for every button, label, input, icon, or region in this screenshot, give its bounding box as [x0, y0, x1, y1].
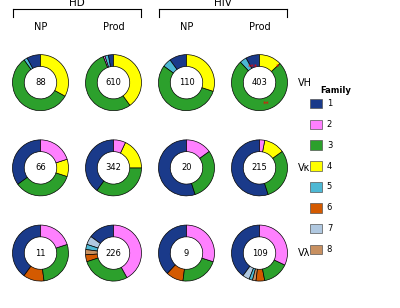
Text: 7: 7 [327, 224, 332, 233]
Wedge shape [114, 140, 126, 153]
Wedge shape [246, 55, 260, 68]
Wedge shape [12, 60, 65, 111]
Wedge shape [97, 168, 142, 196]
Text: 88: 88 [35, 78, 46, 87]
Wedge shape [262, 140, 282, 158]
Wedge shape [158, 225, 186, 274]
Wedge shape [260, 55, 280, 71]
Wedge shape [103, 56, 108, 67]
Text: ***: *** [248, 64, 258, 70]
Wedge shape [232, 225, 260, 276]
Text: 2: 2 [327, 120, 332, 129]
Text: NP: NP [34, 22, 47, 32]
Wedge shape [186, 140, 209, 158]
Text: *: * [276, 64, 279, 70]
Wedge shape [186, 55, 214, 91]
Wedge shape [91, 225, 114, 244]
Wedge shape [27, 55, 40, 68]
Text: HIV: HIV [214, 0, 232, 8]
Wedge shape [40, 225, 67, 248]
Wedge shape [24, 266, 44, 281]
Wedge shape [87, 237, 100, 248]
Wedge shape [260, 225, 288, 265]
Wedge shape [40, 55, 68, 96]
Wedge shape [86, 254, 98, 262]
Text: 109: 109 [252, 249, 267, 257]
Wedge shape [256, 269, 265, 281]
Wedge shape [240, 58, 252, 71]
Wedge shape [18, 173, 67, 196]
Wedge shape [87, 258, 127, 281]
Wedge shape [86, 245, 98, 251]
Wedge shape [192, 152, 214, 194]
Text: Prod: Prod [103, 22, 124, 32]
Wedge shape [186, 225, 214, 262]
Wedge shape [167, 265, 184, 281]
Wedge shape [12, 225, 40, 276]
Wedge shape [183, 258, 213, 281]
Text: 8: 8 [327, 245, 332, 254]
Text: 11: 11 [35, 249, 46, 257]
Wedge shape [260, 140, 265, 152]
Text: 610: 610 [106, 78, 122, 87]
Wedge shape [105, 55, 110, 67]
Wedge shape [114, 55, 142, 105]
Wedge shape [40, 140, 67, 163]
Wedge shape [158, 140, 195, 196]
Text: 403: 403 [252, 78, 268, 87]
Wedge shape [232, 140, 268, 196]
Wedge shape [24, 58, 33, 70]
Text: Prod: Prod [249, 22, 270, 32]
Wedge shape [42, 245, 68, 281]
Text: Vκ: Vκ [298, 163, 310, 173]
Text: 4: 4 [327, 161, 332, 171]
Text: 342: 342 [106, 163, 122, 172]
Text: 9: 9 [184, 249, 189, 257]
Text: 3: 3 [327, 140, 332, 150]
Wedge shape [56, 159, 68, 176]
Wedge shape [262, 260, 285, 281]
Wedge shape [86, 249, 97, 255]
Text: NP: NP [180, 22, 193, 32]
Wedge shape [243, 266, 254, 279]
Text: 20: 20 [181, 163, 192, 172]
Text: Vλ: Vλ [298, 248, 310, 258]
Text: HD: HD [69, 0, 85, 8]
Text: 66: 66 [35, 163, 46, 172]
Wedge shape [252, 269, 258, 281]
Wedge shape [86, 140, 114, 191]
Text: 6: 6 [327, 203, 332, 213]
Text: **: ** [263, 101, 270, 107]
Text: Family: Family [320, 86, 351, 95]
Wedge shape [108, 55, 114, 67]
Text: VH: VH [298, 78, 312, 88]
Text: 5: 5 [327, 182, 332, 192]
Text: 215: 215 [252, 163, 267, 172]
Text: 110: 110 [179, 78, 194, 87]
Text: 226: 226 [106, 249, 122, 257]
Wedge shape [164, 60, 177, 73]
Text: 1: 1 [327, 99, 332, 108]
Wedge shape [120, 143, 142, 168]
Wedge shape [249, 268, 256, 280]
Wedge shape [264, 152, 288, 194]
Wedge shape [232, 62, 288, 111]
Wedge shape [86, 57, 130, 111]
Wedge shape [158, 66, 213, 111]
Wedge shape [114, 225, 142, 278]
Wedge shape [170, 55, 186, 70]
Wedge shape [12, 140, 40, 184]
